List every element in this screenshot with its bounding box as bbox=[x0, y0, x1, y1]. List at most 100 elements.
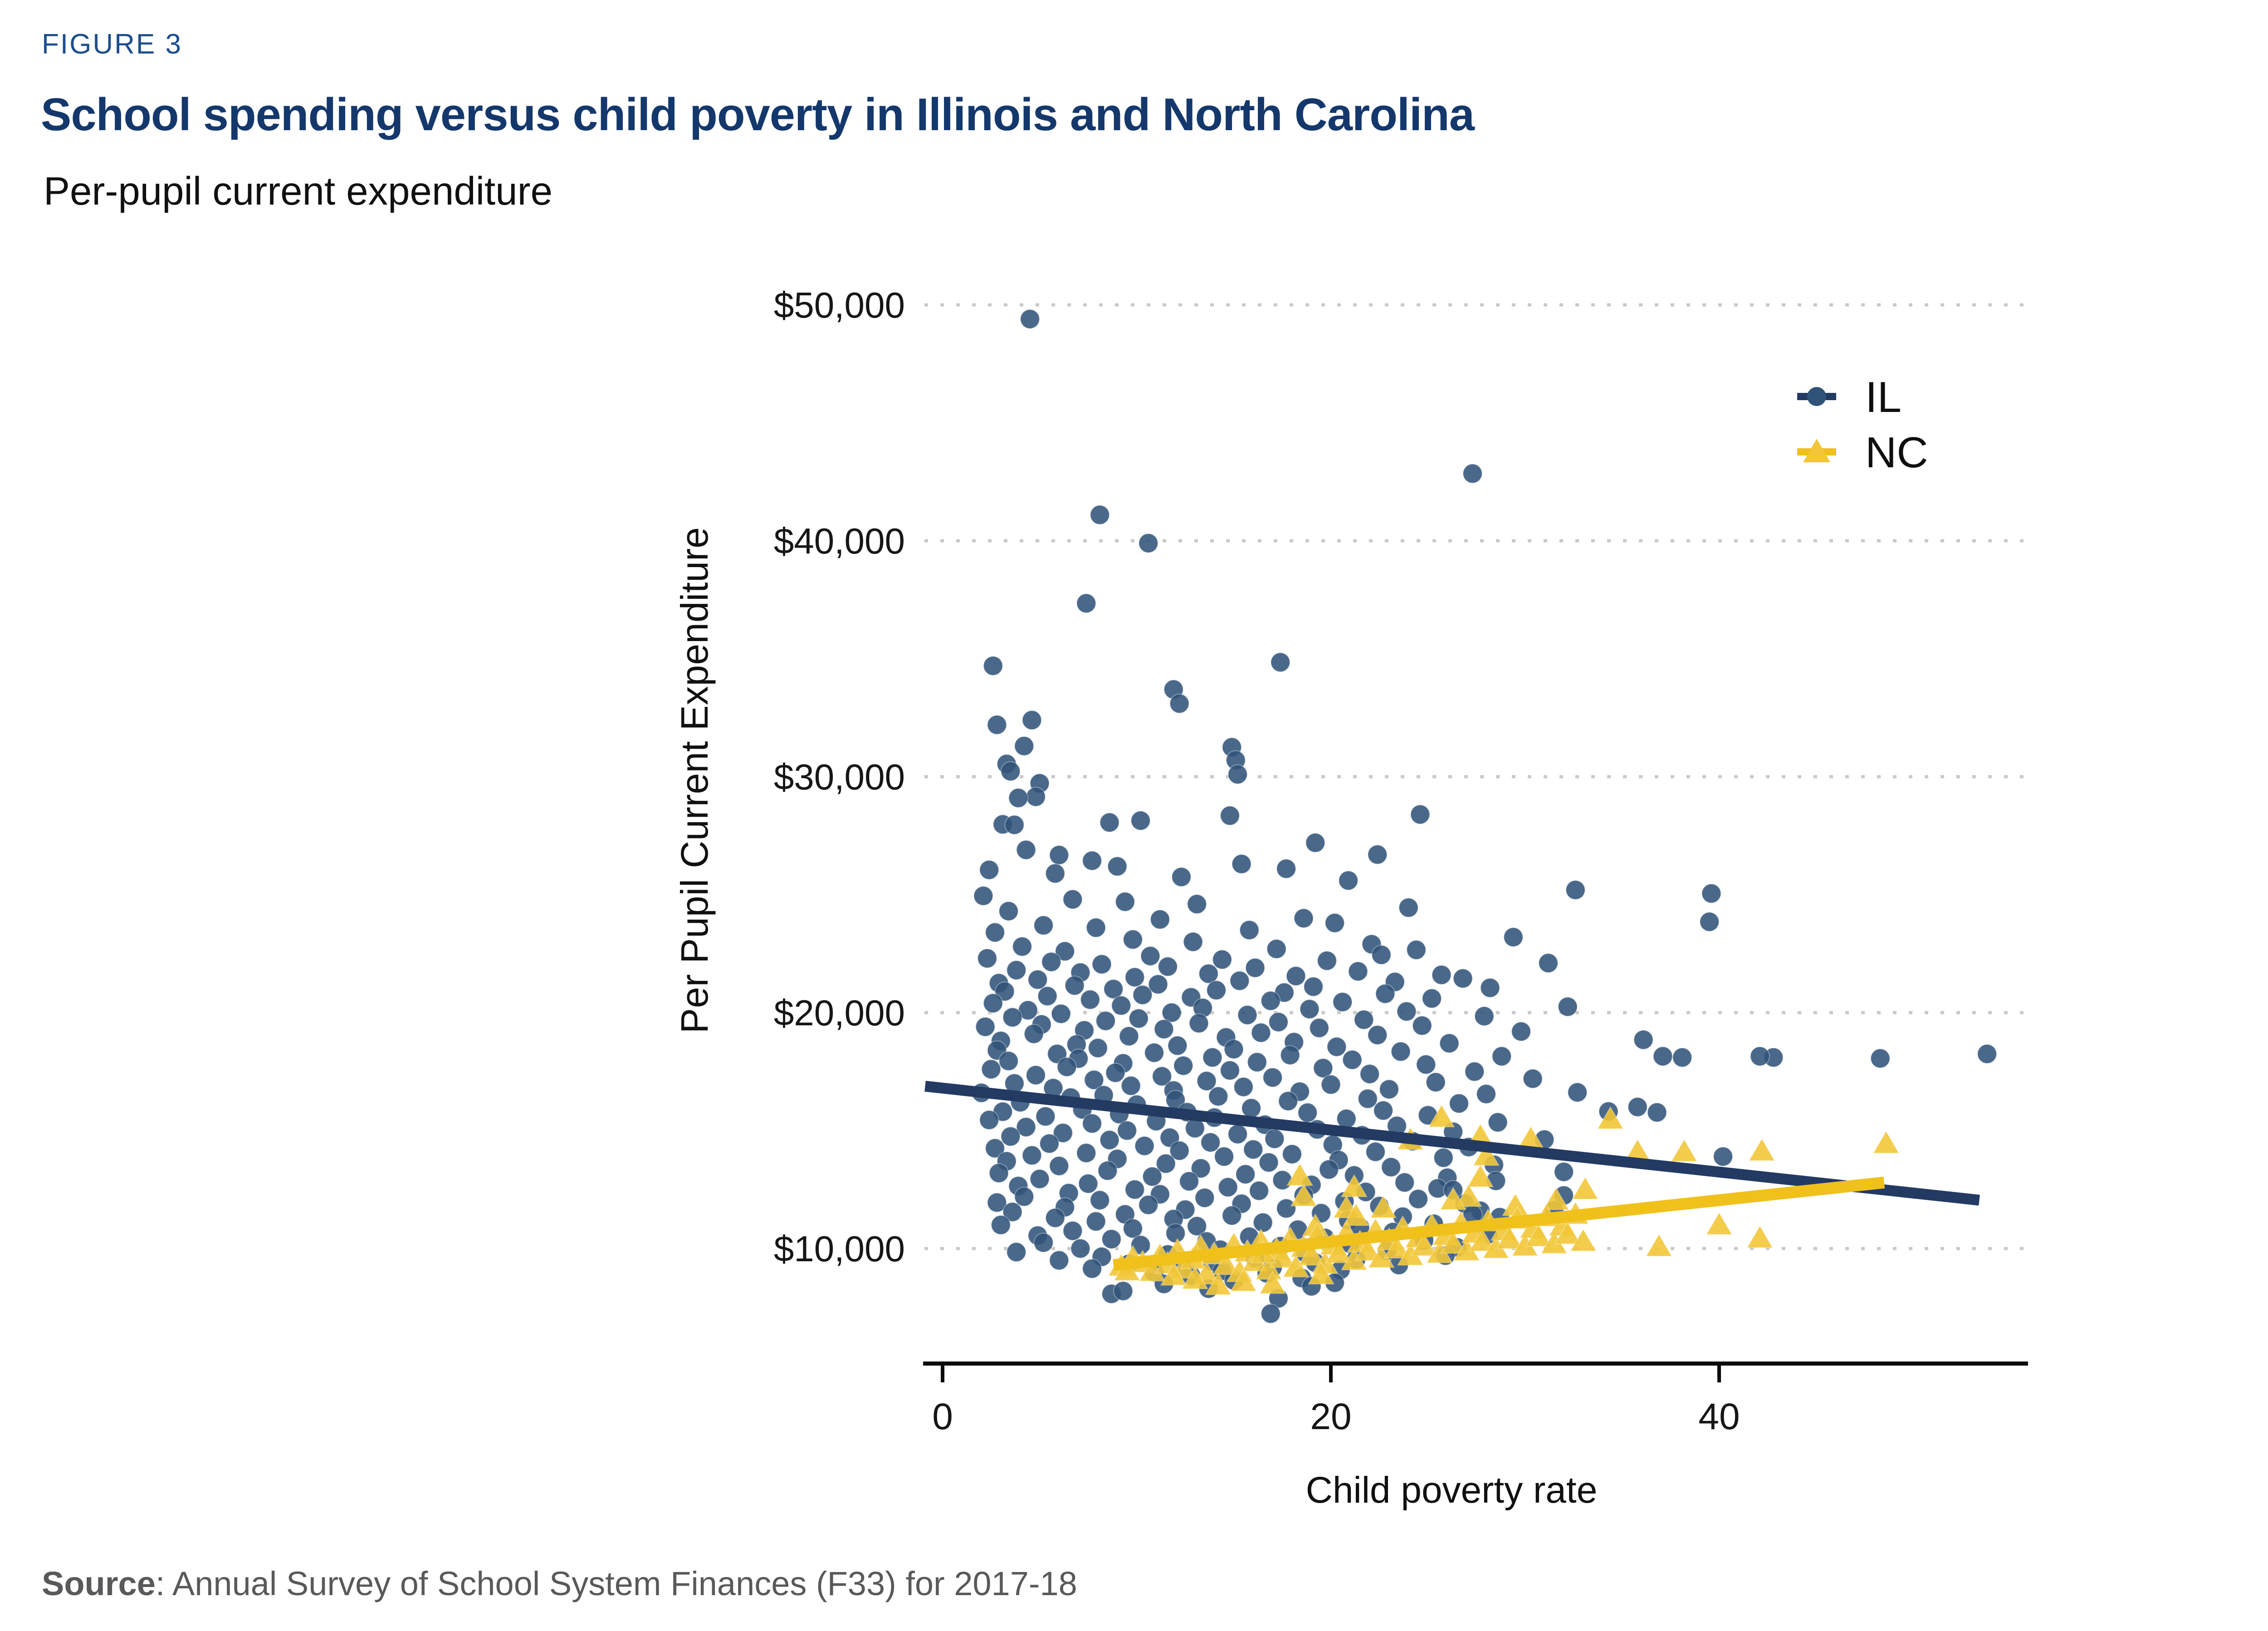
il-point bbox=[1449, 1093, 1469, 1114]
il-point bbox=[1309, 1018, 1330, 1038]
il-point bbox=[1070, 1239, 1090, 1259]
il-point bbox=[1398, 897, 1419, 918]
nc-point bbox=[1325, 1240, 1352, 1264]
il-point bbox=[1076, 593, 1096, 613]
il-point bbox=[1439, 1033, 1460, 1053]
il-point bbox=[1062, 1221, 1083, 1241]
il-point bbox=[1565, 880, 1586, 900]
il-point bbox=[1138, 533, 1158, 553]
il-point bbox=[1276, 858, 1296, 879]
il-point bbox=[1049, 845, 1069, 865]
il-point bbox=[1336, 1109, 1357, 1129]
source-text: : Annual Survey of School System Finance… bbox=[155, 1565, 1077, 1602]
il-point bbox=[1124, 1180, 1145, 1200]
il-point bbox=[1701, 883, 1721, 904]
il-point bbox=[1227, 764, 1248, 784]
legend-nc-marker-icon bbox=[1803, 439, 1830, 462]
il-point bbox=[1480, 978, 1500, 998]
il-point bbox=[1317, 950, 1337, 971]
il-point bbox=[1004, 815, 1025, 835]
il-point bbox=[1188, 1013, 1209, 1033]
il-point bbox=[1022, 710, 1042, 730]
legend-label-nc: NC bbox=[1865, 428, 1928, 477]
il-point bbox=[1406, 940, 1427, 960]
nc-point bbox=[1410, 1233, 1438, 1256]
il-point bbox=[1276, 1198, 1296, 1219]
il-point bbox=[1090, 504, 1110, 525]
il-point bbox=[1026, 1065, 1046, 1085]
il-point bbox=[1159, 1127, 1180, 1148]
il-point bbox=[1113, 1281, 1134, 1301]
nc-point bbox=[1872, 1130, 1900, 1154]
nc-point bbox=[1466, 1164, 1494, 1187]
il-point bbox=[1091, 954, 1112, 975]
il-point bbox=[973, 886, 993, 906]
il-point bbox=[1088, 1038, 1108, 1058]
il-point bbox=[1194, 1188, 1215, 1208]
il-point bbox=[1086, 917, 1106, 938]
chart-subtitle: Per-pupil current expenditure bbox=[44, 169, 552, 213]
il-point bbox=[1416, 1054, 1436, 1075]
nc-point bbox=[1525, 1224, 1552, 1247]
nc-point bbox=[1439, 1230, 1467, 1254]
il-point bbox=[1134, 1136, 1155, 1156]
il-point bbox=[1152, 1066, 1172, 1087]
il-point bbox=[1173, 1056, 1193, 1076]
il-point bbox=[1086, 1211, 1106, 1232]
il-point bbox=[1041, 952, 1061, 972]
il-point bbox=[1020, 309, 1040, 329]
nc-point bbox=[1554, 1221, 1581, 1244]
il-point bbox=[1124, 967, 1145, 987]
il-point bbox=[1227, 1124, 1248, 1144]
nc-point bbox=[1428, 1104, 1455, 1127]
nc-point bbox=[1181, 1266, 1209, 1289]
il-point bbox=[1187, 1216, 1207, 1236]
il-point bbox=[1412, 1015, 1432, 1036]
il-point bbox=[1183, 932, 1203, 952]
il-point bbox=[1433, 1147, 1454, 1168]
il-point bbox=[977, 948, 997, 969]
legend-label-il: IL bbox=[1865, 373, 1901, 421]
il-point bbox=[1016, 1117, 1036, 1137]
nc-point bbox=[1230, 1268, 1257, 1292]
il-point bbox=[1408, 1189, 1428, 1209]
il-point bbox=[1523, 1068, 1543, 1089]
il-point bbox=[1045, 863, 1066, 884]
il-point bbox=[1462, 463, 1483, 484]
il-point bbox=[1056, 1057, 1077, 1077]
il-point bbox=[1379, 1079, 1399, 1099]
il-point bbox=[1154, 1019, 1174, 1039]
il-point bbox=[1373, 1100, 1393, 1121]
il-point bbox=[1150, 909, 1170, 930]
il-point bbox=[1045, 1208, 1066, 1228]
il-point bbox=[1554, 1162, 1574, 1182]
nc-point bbox=[1597, 1106, 1624, 1130]
il-point bbox=[1055, 941, 1075, 961]
il-point bbox=[1206, 980, 1227, 1000]
il-point bbox=[987, 1192, 1007, 1213]
il-point bbox=[1014, 736, 1034, 756]
il-point bbox=[1129, 1009, 1149, 1029]
il-point bbox=[1171, 867, 1192, 887]
il-point bbox=[985, 922, 1005, 943]
il-point bbox=[1006, 960, 1026, 980]
il-point bbox=[1002, 1202, 1023, 1222]
il-point bbox=[1022, 1145, 1042, 1166]
il-point bbox=[1037, 986, 1058, 1006]
il-point bbox=[1049, 1156, 1069, 1176]
nc-point bbox=[1571, 1176, 1599, 1200]
source-prefix: Source bbox=[42, 1565, 156, 1602]
il-point bbox=[1476, 1084, 1496, 1104]
il-point bbox=[1212, 950, 1232, 970]
il-point bbox=[1241, 1098, 1261, 1118]
nc-point bbox=[1469, 1228, 1496, 1252]
il-point bbox=[1117, 1121, 1137, 1141]
nc-trend-line bbox=[1113, 1176, 1885, 1271]
il-point bbox=[1348, 961, 1368, 981]
il-point bbox=[1253, 1212, 1273, 1233]
il-point bbox=[1491, 1046, 1512, 1067]
il-point bbox=[1142, 1166, 1163, 1187]
il-point bbox=[975, 1017, 996, 1037]
il-point bbox=[1000, 761, 1021, 782]
y-tick-label: $20,000 bbox=[774, 993, 905, 1033]
